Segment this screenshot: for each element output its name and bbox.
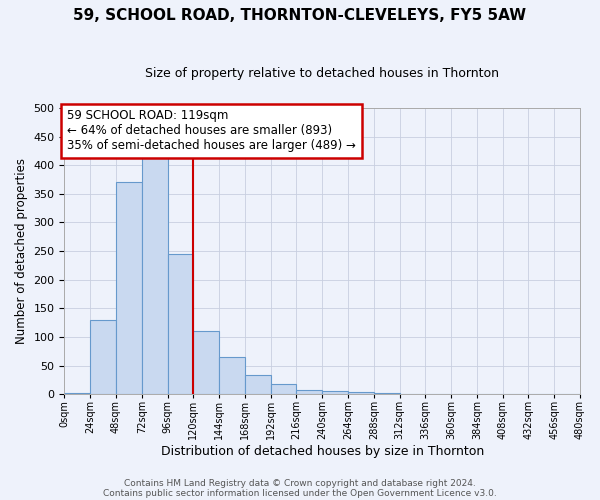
Bar [193,331,219,394]
Bar [142,156,167,394]
Bar [348,392,374,394]
Title: Size of property relative to detached houses in Thornton: Size of property relative to detached ho… [145,68,499,80]
Bar [64,393,90,394]
Bar [271,384,296,394]
Bar [374,393,400,394]
Bar [296,390,322,394]
Text: Contains HM Land Registry data © Crown copyright and database right 2024.: Contains HM Land Registry data © Crown c… [124,478,476,488]
Text: 59 SCHOOL ROAD: 119sqm
← 64% of detached houses are smaller (893)
35% of semi-de: 59 SCHOOL ROAD: 119sqm ← 64% of detached… [67,110,356,152]
Bar [90,320,116,394]
Text: 59, SCHOOL ROAD, THORNTON-CLEVELEYS, FY5 5AW: 59, SCHOOL ROAD, THORNTON-CLEVELEYS, FY5… [73,8,527,22]
Bar [322,392,348,394]
Bar [245,376,271,394]
Bar [219,357,245,394]
Y-axis label: Number of detached properties: Number of detached properties [15,158,28,344]
Text: Contains public sector information licensed under the Open Government Licence v3: Contains public sector information licen… [103,488,497,498]
Bar [116,182,142,394]
Bar [167,254,193,394]
X-axis label: Distribution of detached houses by size in Thornton: Distribution of detached houses by size … [161,444,484,458]
